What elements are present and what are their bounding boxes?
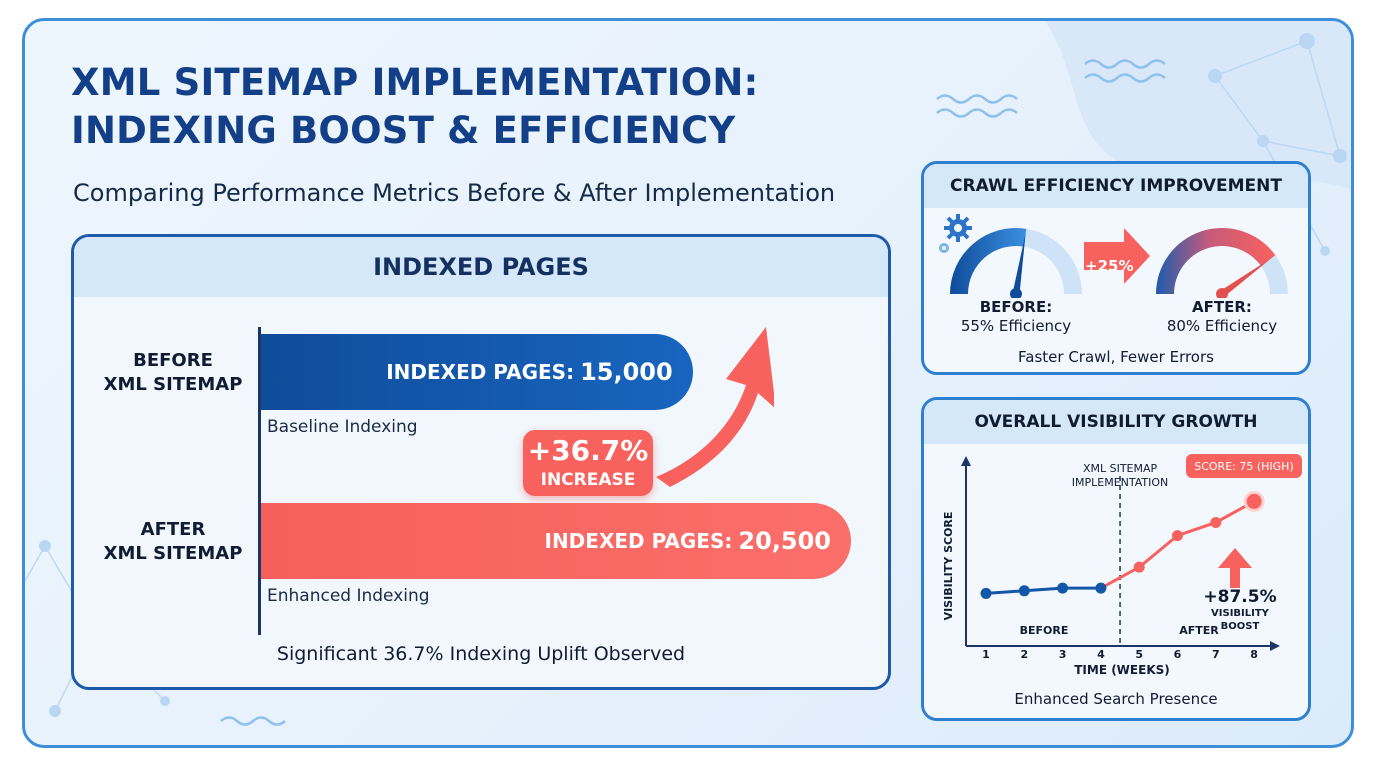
visibility-line-chart: VISIBILITY SCORE TIME (WEEKS) XML SITEMA… — [942, 454, 1302, 677]
bar-before: INDEXED PAGES: 15,000 — [261, 334, 693, 410]
after-row-label: AFTER XML SITEMAP — [98, 518, 248, 566]
x-tick-label: 4 — [1097, 648, 1105, 661]
x-tick-labels: 1 2 3 4 5 6 7 8 — [982, 648, 1258, 661]
page-subtitle: Comparing Performance Metrics Before & A… — [73, 179, 836, 207]
gear-icon — [939, 214, 972, 253]
bar-axis-line — [258, 327, 261, 635]
gauge-after-hub — [1216, 288, 1228, 298]
crawl-efficiency-header: CRAWL EFFICIENCY IMPROVEMENT — [924, 164, 1308, 208]
score-badge: SCORE: 75 (HIGH) — [1194, 460, 1294, 473]
x-tick-label: 1 — [982, 648, 990, 661]
gauge-after-value: 80% Efficiency — [1166, 317, 1278, 335]
x-axis-label: TIME (WEEKS) — [1074, 663, 1170, 677]
gauge-after-needle — [1219, 257, 1273, 297]
bar-before-label: INDEXED PAGES: — [386, 360, 575, 384]
before-period-label: BEFORE — [1020, 624, 1069, 637]
before-label-line-2: XML SITEMAP — [103, 374, 243, 395]
gauge-after — [1156, 227, 1288, 298]
increase-pct: +36.7% — [527, 434, 649, 467]
visibility-growth-panel: OVERALL VISIBILITY GROWTH VISIBILITY SCO… — [921, 397, 1311, 721]
before-caption: Baseline Indexing — [267, 417, 418, 437]
gauge-before-value: 55% Efficiency — [960, 317, 1072, 335]
visibility-point — [980, 587, 992, 599]
before-label-line-1: BEFORE — [133, 350, 213, 371]
gauge-before-fill — [950, 228, 1027, 294]
gauge-after-label: AFTER: 80% Efficiency — [1152, 298, 1292, 336]
x-tick-label: 2 — [1020, 648, 1028, 661]
indexed-pages-footer: Significant 36.7% Indexing Uplift Observ… — [276, 643, 686, 665]
x-tick-label: 7 — [1212, 648, 1220, 661]
boost-up-arrow-icon — [1218, 548, 1252, 588]
boost-arrow-icon — [1084, 228, 1150, 284]
title-line-1: XML SITEMAP IMPLEMENTATION: — [71, 61, 759, 104]
page-title: XML SITEMAP IMPLEMENTATION: INDEXING BOO… — [71, 59, 891, 155]
visibility-point — [1057, 582, 1069, 594]
implementation-label-line-1: XML SITEMAP — [1083, 462, 1158, 475]
gauge-before-label: BEFORE: 55% Efficiency — [946, 298, 1086, 336]
visibility-point — [1210, 516, 1222, 528]
visibility-line-before — [985, 586, 1101, 595]
crawl-efficiency-footer: Faster Crawl, Fewer Errors — [1018, 348, 1214, 366]
x-tick-label: 6 — [1174, 648, 1182, 661]
indexed-pages-header: INDEXED PAGES — [74, 237, 888, 297]
crawl-efficiency-panel: CRAWL EFFICIENCY IMPROVEMENT — [921, 161, 1311, 375]
score-badge-bg — [1186, 454, 1302, 478]
visibility-boost-line-2: BOOST — [1221, 621, 1260, 632]
after-period-label: AFTER — [1179, 624, 1219, 637]
visibility-points — [980, 490, 1265, 599]
increase-badge: +36.7% INCREASE — [523, 430, 653, 496]
after-label-line-1: AFTER — [140, 519, 206, 540]
y-axis-arrow-icon — [961, 456, 971, 466]
after-label-line-2: XML SITEMAP — [103, 543, 243, 564]
gauge-after-fill — [1156, 227, 1276, 294]
title-line-2: INDEXING BOOST & EFFICIENCY — [71, 109, 736, 152]
visibility-point — [1018, 585, 1030, 597]
visibility-boost-pct: +87.5% — [1203, 587, 1276, 607]
visibility-boost-line-1: VISIBILITY — [1211, 608, 1270, 619]
after-caption: Enhanced Indexing — [267, 586, 430, 606]
infographic-frame: XML SITEMAP IMPLEMENTATION: INDEXING BOO… — [22, 18, 1354, 748]
x-tick-label: 8 — [1250, 648, 1258, 661]
crawl-gauges — [939, 214, 1288, 298]
gauge-before-title: BEFORE: — [979, 298, 1053, 316]
background-decoration — [25, 21, 1351, 726]
gauge-before-hub — [1010, 288, 1022, 298]
x-axis-arrow-icon — [1270, 641, 1280, 651]
gauge-before-needle — [1012, 232, 1026, 295]
visibility-point — [1172, 530, 1183, 542]
bar-before-value: 15,000 — [580, 358, 673, 386]
y-axis-label: VISIBILITY SCORE — [942, 512, 955, 621]
gauge-after-title: AFTER: — [1192, 298, 1252, 316]
indexed-pages-panel: INDEXED PAGES BEFORE XML SITEMAP INDEXED… — [71, 234, 891, 690]
x-tick-label: 5 — [1135, 648, 1143, 661]
gauge-before — [950, 228, 1082, 298]
visibility-growth-footer: Enhanced Search Presence — [1014, 690, 1218, 708]
visibility-point — [1095, 582, 1107, 594]
visibility-growth-header: OVERALL VISIBILITY GROWTH — [924, 400, 1308, 444]
increase-label: INCREASE — [540, 470, 636, 490]
bar-after-value: 20,500 — [738, 527, 831, 555]
bar-after: INDEXED PAGES: 20,500 — [261, 503, 851, 579]
before-row-label: BEFORE XML SITEMAP — [98, 349, 248, 397]
crawl-boost-badge: +25% — [1085, 257, 1134, 275]
increase-arrow-icon — [656, 327, 774, 487]
visibility-point — [1243, 490, 1265, 512]
bar-after-label: INDEXED PAGES: — [544, 529, 733, 553]
x-tick-label: 3 — [1059, 648, 1067, 661]
implementation-label-line-2: IMPLEMENTATION — [1072, 476, 1169, 489]
visibility-point — [1133, 561, 1145, 573]
